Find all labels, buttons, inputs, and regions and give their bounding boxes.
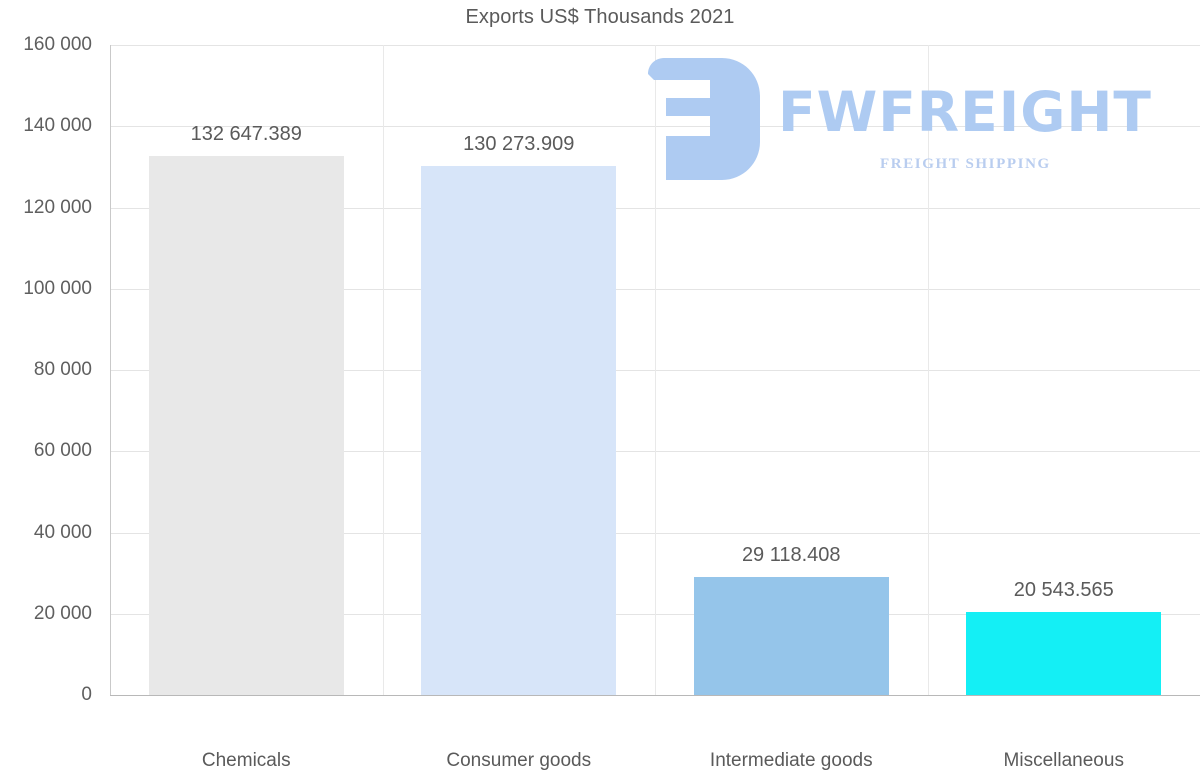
bar-miscellaneous[interactable] [966, 611, 1162, 695]
x-axis-tick-label: Miscellaneous [1003, 750, 1124, 771]
y-axis-tick-label: 100 000 [23, 277, 92, 299]
gridline-y [110, 695, 1200, 696]
bar-value-label: 20 543.565 [1013, 578, 1114, 601]
y-axis-tick-label: 0 [81, 684, 92, 705]
bar-value-label: 132 647.389 [190, 123, 302, 146]
bar-chemicals[interactable] [148, 156, 344, 695]
chart-title: Exports US$ Thousands 2021 [465, 6, 735, 28]
y-axis-tick-label: 60 000 [33, 440, 92, 462]
y-axis-tick-label: 80 000 [33, 359, 92, 380]
bar-intermediate-goods[interactable] [693, 576, 889, 695]
bar-value-label: 130 273.909 [463, 132, 575, 155]
gridline-x [383, 45, 384, 695]
y-axis-tick-label: 160 000 [23, 34, 92, 55]
bar-consumer-goods[interactable] [421, 165, 617, 695]
y-axis-tick-label: 140 000 [23, 115, 92, 137]
y-axis-tick-label: 20 000 [33, 602, 92, 624]
gridline-x [928, 45, 929, 695]
y-axis-line [110, 45, 111, 695]
plot-area: 0 20 000 40 000 60 000 80 000 100 000 120 000 1… [23, 34, 1200, 771]
x-axis-tick-label: Intermediate goods [709, 750, 873, 771]
bar-value-label: 29 118.408 [741, 543, 841, 566]
x-axis-tick-label: Chemicals [201, 750, 291, 771]
gridline-x [655, 45, 656, 695]
y-axis-tick-label: 120 000 [23, 196, 92, 218]
y-axis-tick-label: 40 000 [33, 521, 92, 543]
x-axis-tick-label: Consumer goods [446, 750, 592, 771]
